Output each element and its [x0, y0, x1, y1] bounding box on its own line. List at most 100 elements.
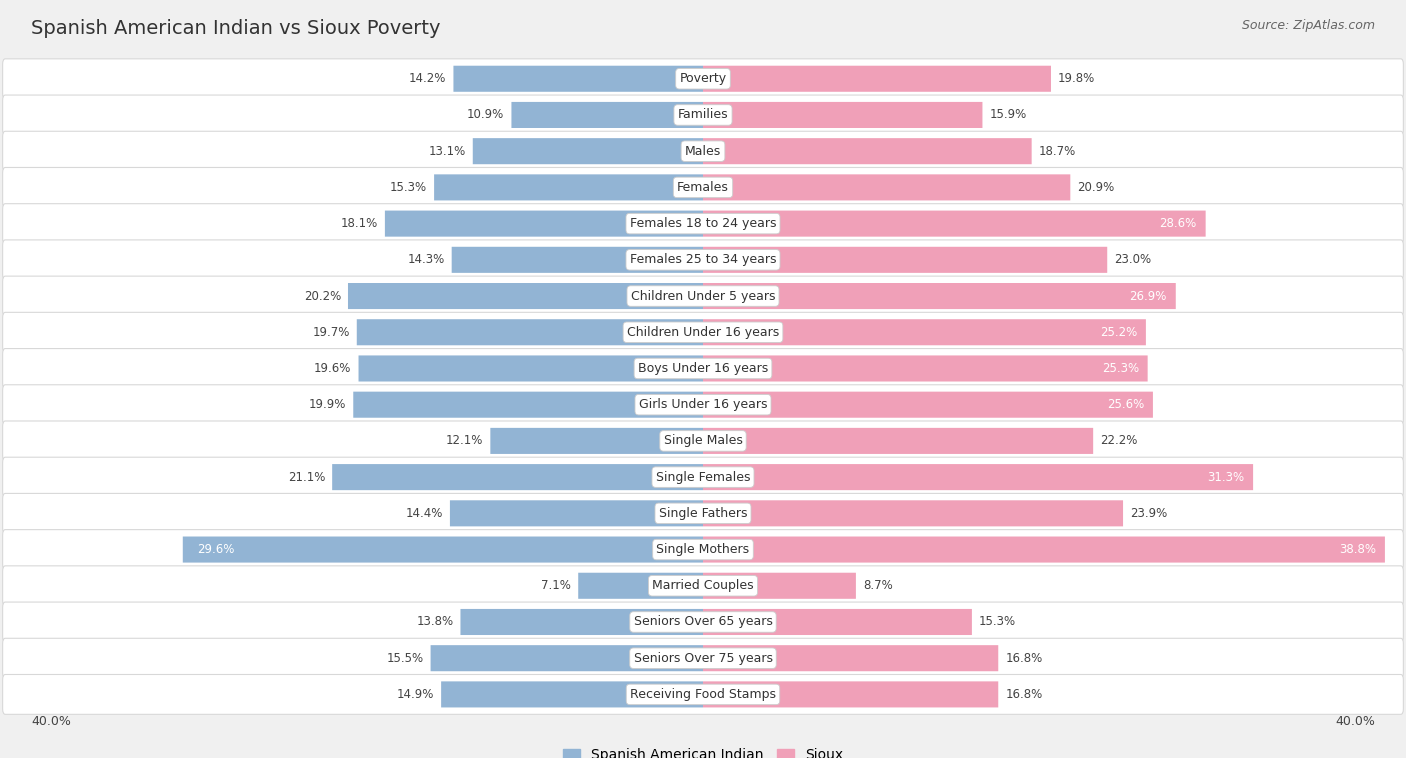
- Text: Females 25 to 34 years: Females 25 to 34 years: [630, 253, 776, 266]
- Text: Females 18 to 24 years: Females 18 to 24 years: [630, 217, 776, 230]
- Text: 29.6%: 29.6%: [197, 543, 235, 556]
- FancyBboxPatch shape: [703, 464, 1253, 490]
- Text: 19.8%: 19.8%: [1057, 72, 1095, 85]
- FancyBboxPatch shape: [703, 174, 1070, 200]
- Text: 21.1%: 21.1%: [288, 471, 325, 484]
- FancyBboxPatch shape: [385, 211, 703, 236]
- FancyBboxPatch shape: [434, 174, 703, 200]
- FancyBboxPatch shape: [3, 349, 1403, 388]
- Text: 28.6%: 28.6%: [1160, 217, 1197, 230]
- FancyBboxPatch shape: [578, 573, 703, 599]
- FancyBboxPatch shape: [703, 500, 1123, 526]
- Text: Single Females: Single Females: [655, 471, 751, 484]
- Text: 19.6%: 19.6%: [314, 362, 352, 375]
- Text: 14.2%: 14.2%: [409, 72, 447, 85]
- Text: Source: ZipAtlas.com: Source: ZipAtlas.com: [1241, 19, 1375, 32]
- FancyBboxPatch shape: [3, 530, 1403, 569]
- FancyBboxPatch shape: [357, 319, 703, 346]
- Text: Single Males: Single Males: [664, 434, 742, 447]
- Text: Females: Females: [678, 181, 728, 194]
- Text: Single Fathers: Single Fathers: [659, 507, 747, 520]
- Text: 15.5%: 15.5%: [387, 652, 423, 665]
- Text: 19.9%: 19.9%: [309, 398, 346, 411]
- FancyBboxPatch shape: [3, 168, 1403, 208]
- Text: 14.4%: 14.4%: [405, 507, 443, 520]
- FancyBboxPatch shape: [359, 356, 703, 381]
- Text: 14.3%: 14.3%: [408, 253, 444, 266]
- FancyBboxPatch shape: [703, 681, 998, 707]
- FancyBboxPatch shape: [703, 645, 998, 672]
- FancyBboxPatch shape: [703, 102, 983, 128]
- FancyBboxPatch shape: [332, 464, 703, 490]
- FancyBboxPatch shape: [450, 500, 703, 526]
- Text: 8.7%: 8.7%: [863, 579, 893, 592]
- FancyBboxPatch shape: [183, 537, 703, 562]
- FancyBboxPatch shape: [3, 59, 1403, 99]
- Text: 12.1%: 12.1%: [446, 434, 484, 447]
- FancyBboxPatch shape: [453, 66, 703, 92]
- Text: Poverty: Poverty: [679, 72, 727, 85]
- FancyBboxPatch shape: [461, 609, 703, 635]
- Text: 23.9%: 23.9%: [1130, 507, 1167, 520]
- FancyBboxPatch shape: [3, 565, 1403, 606]
- FancyBboxPatch shape: [3, 421, 1403, 461]
- Text: Single Mothers: Single Mothers: [657, 543, 749, 556]
- FancyBboxPatch shape: [703, 537, 1385, 562]
- Text: Children Under 5 years: Children Under 5 years: [631, 290, 775, 302]
- Text: Males: Males: [685, 145, 721, 158]
- FancyBboxPatch shape: [3, 385, 1403, 424]
- Text: 13.8%: 13.8%: [416, 615, 453, 628]
- FancyBboxPatch shape: [3, 638, 1403, 678]
- Text: 25.6%: 25.6%: [1107, 398, 1144, 411]
- Text: Married Couples: Married Couples: [652, 579, 754, 592]
- Text: Seniors Over 75 years: Seniors Over 75 years: [634, 652, 772, 665]
- FancyBboxPatch shape: [703, 247, 1108, 273]
- FancyBboxPatch shape: [703, 66, 1050, 92]
- FancyBboxPatch shape: [703, 356, 1147, 381]
- Text: 18.1%: 18.1%: [340, 217, 378, 230]
- Text: 26.9%: 26.9%: [1129, 290, 1167, 302]
- Text: 23.0%: 23.0%: [1114, 253, 1152, 266]
- Text: 13.1%: 13.1%: [429, 145, 465, 158]
- FancyBboxPatch shape: [472, 138, 703, 164]
- FancyBboxPatch shape: [703, 211, 1205, 236]
- Text: 31.3%: 31.3%: [1208, 471, 1244, 484]
- FancyBboxPatch shape: [703, 138, 1032, 164]
- Text: 16.8%: 16.8%: [1005, 688, 1042, 701]
- Legend: Spanish American Indian, Sioux: Spanish American Indian, Sioux: [557, 743, 849, 758]
- FancyBboxPatch shape: [491, 428, 703, 454]
- FancyBboxPatch shape: [703, 609, 972, 635]
- FancyBboxPatch shape: [703, 392, 1153, 418]
- Text: Children Under 16 years: Children Under 16 years: [627, 326, 779, 339]
- Text: 38.8%: 38.8%: [1339, 543, 1376, 556]
- Text: 16.8%: 16.8%: [1005, 652, 1042, 665]
- FancyBboxPatch shape: [703, 428, 1094, 454]
- Text: 15.9%: 15.9%: [990, 108, 1026, 121]
- FancyBboxPatch shape: [3, 602, 1403, 642]
- Text: 14.9%: 14.9%: [396, 688, 434, 701]
- Text: Seniors Over 65 years: Seniors Over 65 years: [634, 615, 772, 628]
- Text: 18.7%: 18.7%: [1039, 145, 1076, 158]
- Text: Boys Under 16 years: Boys Under 16 years: [638, 362, 768, 375]
- FancyBboxPatch shape: [512, 102, 703, 128]
- FancyBboxPatch shape: [441, 681, 703, 707]
- FancyBboxPatch shape: [703, 319, 1146, 346]
- Text: 40.0%: 40.0%: [31, 715, 70, 728]
- FancyBboxPatch shape: [703, 283, 1175, 309]
- FancyBboxPatch shape: [3, 675, 1403, 714]
- FancyBboxPatch shape: [3, 240, 1403, 280]
- Text: 22.2%: 22.2%: [1099, 434, 1137, 447]
- FancyBboxPatch shape: [430, 645, 703, 672]
- Text: 25.3%: 25.3%: [1102, 362, 1139, 375]
- Text: 7.1%: 7.1%: [541, 579, 571, 592]
- FancyBboxPatch shape: [3, 493, 1403, 534]
- FancyBboxPatch shape: [3, 312, 1403, 352]
- Text: 25.2%: 25.2%: [1099, 326, 1137, 339]
- Text: 15.3%: 15.3%: [979, 615, 1017, 628]
- FancyBboxPatch shape: [3, 276, 1403, 316]
- Text: Families: Families: [678, 108, 728, 121]
- Text: Girls Under 16 years: Girls Under 16 years: [638, 398, 768, 411]
- FancyBboxPatch shape: [3, 204, 1403, 243]
- Text: 40.0%: 40.0%: [1336, 715, 1375, 728]
- FancyBboxPatch shape: [349, 283, 703, 309]
